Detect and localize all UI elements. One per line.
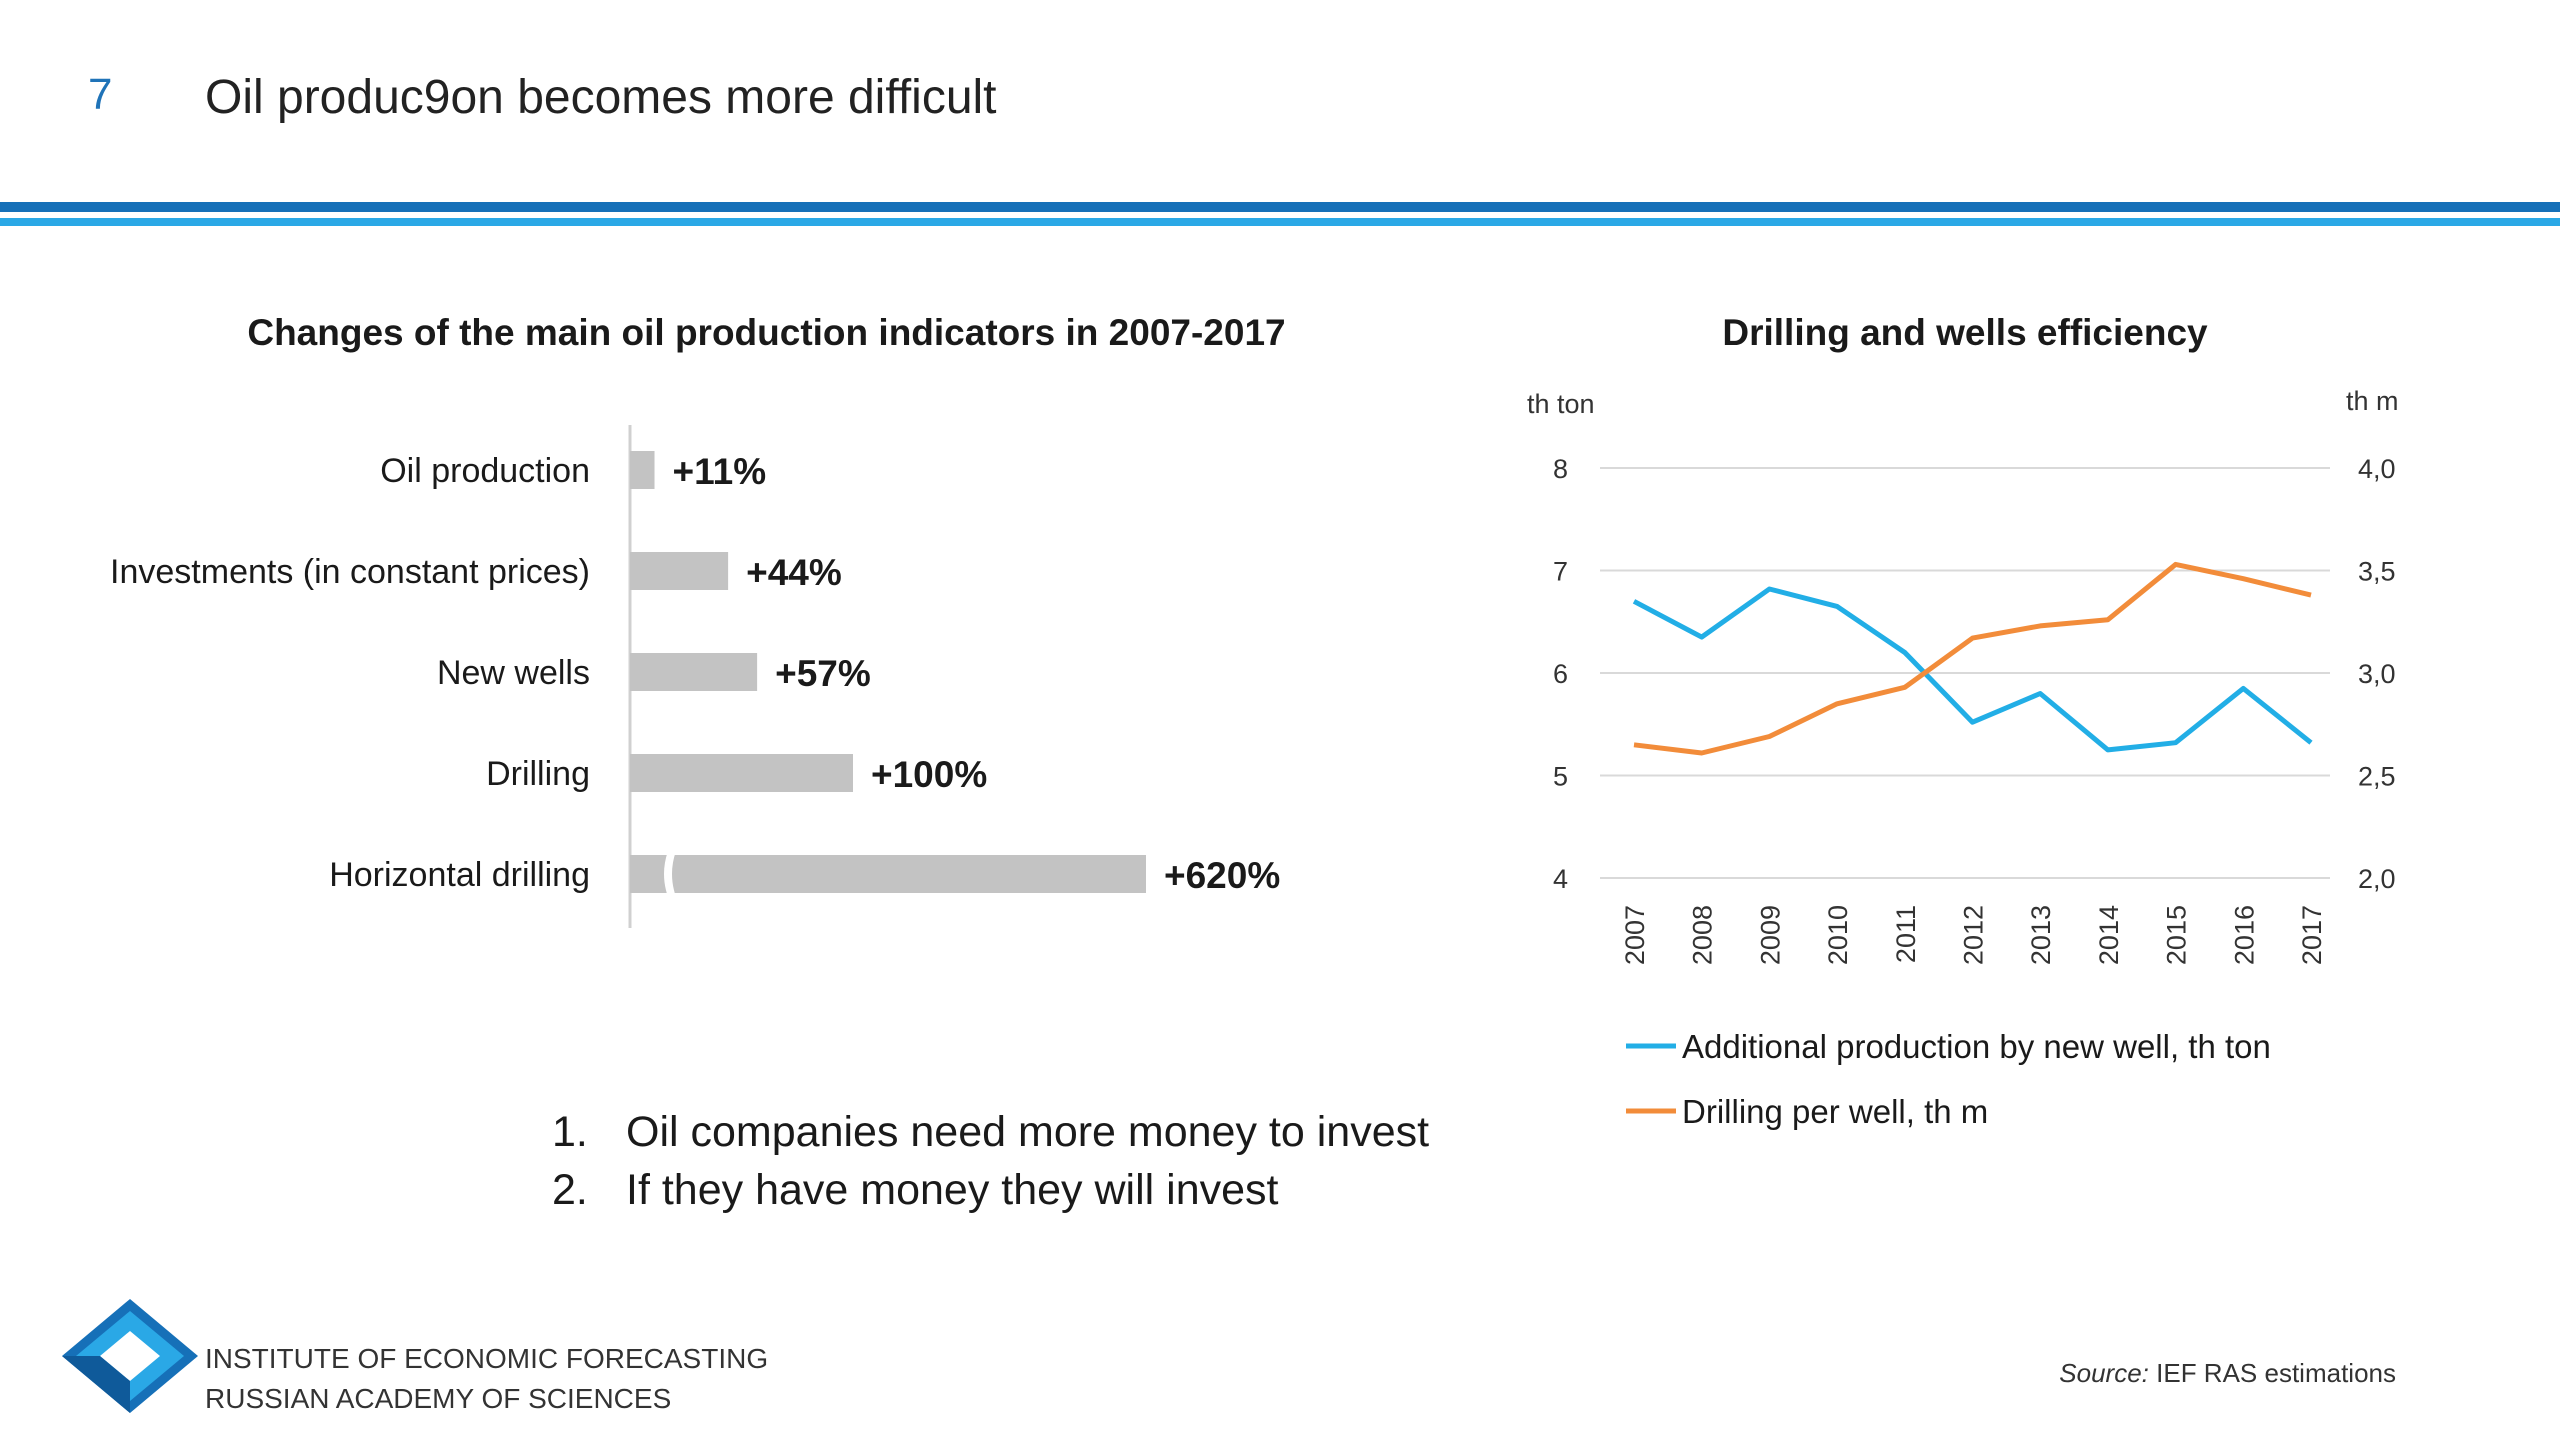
institute-name: INSTITUTE OF ECONOMIC FORECASTING RUSSIA… xyxy=(205,1339,768,1419)
right-axis-label: th m xyxy=(2346,386,2399,416)
right-axis-tick: 2,5 xyxy=(2358,762,2396,792)
slide-title: Oil produc9on becomes more difficult xyxy=(205,71,997,124)
series-line xyxy=(1632,586,2313,753)
x-axis-tick: 2015 xyxy=(2162,905,2192,965)
header-rule-light xyxy=(0,218,2560,226)
bar xyxy=(630,653,758,691)
left-axis-tick: 7 xyxy=(1553,557,1568,587)
bar-data-label: +100% xyxy=(871,754,987,795)
bar xyxy=(630,855,1146,893)
x-axis-tick: 2016 xyxy=(2229,905,2259,965)
bar-axis-break xyxy=(664,851,676,897)
bar-category-label: New wells xyxy=(437,654,590,692)
bar-chart-title: Changes of the main oil production indic… xyxy=(247,312,1286,353)
source-label: Source: xyxy=(2059,1358,2149,1388)
bullet-item-2: 2. If they have money they will invest xyxy=(552,1166,1429,1224)
slide-number: 7 xyxy=(88,70,113,119)
line-chart-title: Drilling and wells efficiency xyxy=(1722,312,2208,353)
bar-data-label: +620% xyxy=(1164,855,1280,896)
left-axis-tick: 8 xyxy=(1553,454,1568,484)
bar-category-label: Oil production xyxy=(380,452,590,490)
left-axis-tick: 5 xyxy=(1553,762,1568,792)
bar-category-label: Drilling xyxy=(486,755,590,793)
legend-label: Drilling per well, th m xyxy=(1682,1093,1988,1130)
bullet-text: If they have money they will invest xyxy=(626,1166,1279,1214)
x-axis-tick: 2013 xyxy=(2026,905,2056,965)
bullet-item-1: 1. Oil companies need more money to inves… xyxy=(552,1108,1429,1166)
bullet-text: Oil companies need more money to invest xyxy=(626,1108,1430,1156)
x-axis-tick: 2011 xyxy=(1891,905,1921,963)
source-text: IEF RAS estimations xyxy=(2156,1358,2396,1388)
x-axis-tick: 2009 xyxy=(1755,905,1785,965)
legend-label: Additional production by new well, th to… xyxy=(1682,1028,2271,1065)
bar xyxy=(630,552,729,590)
bullet-list: 1. Oil companies need more money to inves… xyxy=(552,1108,1429,1224)
x-axis-tick: 2012 xyxy=(1959,905,1989,965)
bar-data-label: +57% xyxy=(775,653,871,694)
right-axis-tick: 2,0 xyxy=(2358,864,2396,894)
bar-category-label: Horizontal drilling xyxy=(329,856,590,894)
left-axis-tick: 4 xyxy=(1553,864,1568,894)
bar-data-label: +44% xyxy=(746,552,842,593)
x-axis-tick: 2017 xyxy=(2297,905,2327,965)
bullet-number: 2. xyxy=(552,1166,588,1214)
right-axis-tick: 3,5 xyxy=(2358,557,2396,587)
line-chart: 4 5 6 7 8 2,0 2,5 3,0 3,5 4,0 th ton th m 2007 2008 20… xyxy=(1527,386,2399,1130)
bar-chart: Oil production +11% Investments (in consta… xyxy=(110,425,1280,928)
bar-category-label: Investments (in constant prices) xyxy=(110,553,590,591)
header-rule-dark xyxy=(0,202,2560,212)
right-axis-tick: 3,0 xyxy=(2358,659,2396,689)
x-axis-tick: 2008 xyxy=(1688,905,1718,965)
institute-name-line-2: RUSSIAN ACADEMY OF SCIENCES xyxy=(205,1383,672,1414)
source-note: Source: IEF RAS estimations xyxy=(2059,1358,2396,1389)
left-axis-tick: 6 xyxy=(1553,659,1568,689)
x-axis-tick: 2007 xyxy=(1620,905,1650,965)
x-axis-tick: 2010 xyxy=(1823,905,1853,965)
institute-logo xyxy=(62,1299,198,1413)
bar xyxy=(630,451,655,489)
right-axis-tick: 4,0 xyxy=(2358,454,2396,484)
bar-data-label: +11% xyxy=(673,451,767,492)
bullet-number: 1. xyxy=(552,1108,588,1156)
series-line xyxy=(1633,561,2312,756)
x-axis-tick: 2014 xyxy=(2094,905,2124,965)
left-axis-label: th ton xyxy=(1527,389,1595,419)
institute-name-line-1: INSTITUTE OF ECONOMIC FORECASTING xyxy=(205,1343,769,1374)
bar xyxy=(630,754,853,792)
